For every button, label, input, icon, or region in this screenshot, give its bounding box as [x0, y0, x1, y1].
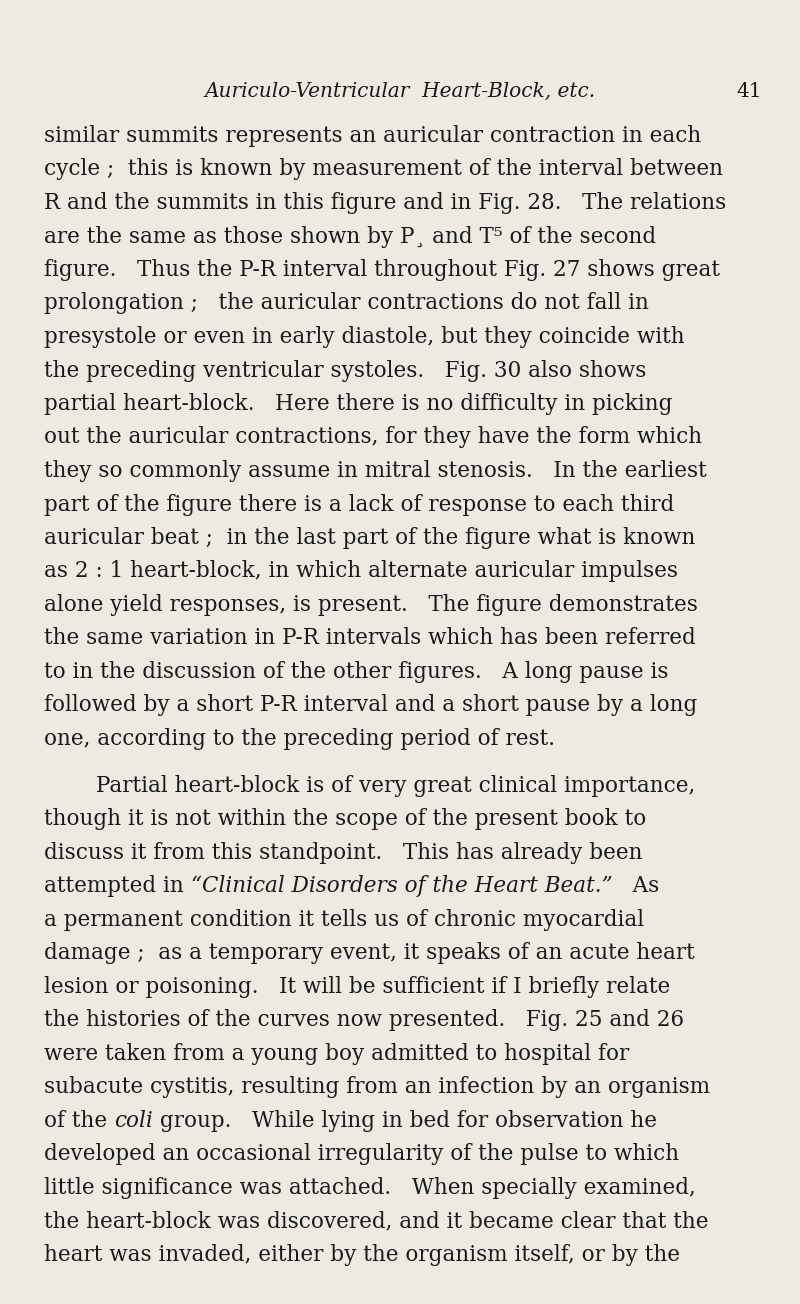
Text: heart was invaded, either by the organism itself, or by the: heart was invaded, either by the organis…: [44, 1244, 680, 1266]
Text: partial heart-block.   Here there is no difficulty in picking: partial heart-block. Here there is no di…: [44, 393, 673, 415]
Text: the heart-block was discovered, and it became clear that the: the heart-block was discovered, and it b…: [44, 1210, 709, 1232]
Text: similar summits represents an auricular contraction in each: similar summits represents an auricular …: [44, 125, 702, 147]
Text: are the same as those shown by P¸ and T⁵ of the second: are the same as those shown by P¸ and T⁵…: [44, 226, 656, 248]
Text: alone yield responses, is present.   The figure demonstrates: alone yield responses, is present. The f…: [44, 595, 698, 615]
Text: discuss it from this standpoint.   This has already been: discuss it from this standpoint. This ha…: [44, 842, 642, 863]
Text: presystole or even in early diastole, but they coincide with: presystole or even in early diastole, bu…: [44, 326, 685, 348]
Text: figure.   Thus the P-R interval throughout Fig. 27 shows great: figure. Thus the P-R interval throughout…: [44, 259, 720, 280]
Text: the histories of the curves now presented.   Fig. 25 and 26: the histories of the curves now presente…: [44, 1009, 684, 1031]
Text: cycle ;  this is known by measurement of the interval between: cycle ; this is known by measurement of …: [44, 159, 723, 180]
Text: a permanent condition it tells us of chronic myocardial: a permanent condition it tells us of chr…: [44, 909, 644, 931]
Text: the preceding ventricular systoles.   Fig. 30 also shows: the preceding ventricular systoles. Fig.…: [44, 360, 646, 382]
Text: Partial heart-block is of very great clinical importance,: Partial heart-block is of very great cli…: [96, 775, 695, 797]
Text: As: As: [612, 875, 659, 897]
Text: attempted in: attempted in: [44, 875, 190, 897]
Text: lesion or poisoning.   It will be sufficient if I briefly relate: lesion or poisoning. It will be sufficie…: [44, 975, 670, 998]
Text: “Clinical Disorders of the Heart Beat.”: “Clinical Disorders of the Heart Beat.”: [190, 875, 612, 897]
Text: developed an occasional irregularity of the pulse to which: developed an occasional irregularity of …: [44, 1144, 679, 1166]
Text: auricular beat ;  in the last part of the figure what is known: auricular beat ; in the last part of the…: [44, 527, 695, 549]
Text: the same variation in P-R intervals which has been referred: the same variation in P-R intervals whic…: [44, 627, 696, 649]
Text: little significance was attached.   When specially examined,: little significance was attached. When s…: [44, 1178, 696, 1198]
Text: damage ;  as a temporary event, it speaks of an acute heart: damage ; as a temporary event, it speaks…: [44, 943, 694, 965]
Text: as 2 : 1 heart-block, in which alternate auricular impulses: as 2 : 1 heart-block, in which alternate…: [44, 561, 678, 583]
Text: were taken from a young boy admitted to hospital for: were taken from a young boy admitted to …: [44, 1043, 630, 1065]
Text: R and the summits in this figure and in Fig. 28.   The relations: R and the summits in this figure and in …: [44, 192, 726, 214]
Text: coli: coli: [114, 1110, 153, 1132]
Text: prolongation ;   the auricular contractions do not fall in: prolongation ; the auricular contraction…: [44, 292, 649, 314]
Text: though it is not within the scope of the present book to: though it is not within the scope of the…: [44, 808, 646, 831]
Text: to in the discussion of the other figures.   A long pause is: to in the discussion of the other figure…: [44, 661, 669, 683]
Text: 41: 41: [736, 82, 762, 100]
Text: followed by a short P-R interval and a short pause by a long: followed by a short P-R interval and a s…: [44, 695, 698, 716]
Text: group.   While lying in bed for observation he: group. While lying in bed for observatio…: [153, 1110, 657, 1132]
Text: Auriculo-Ventricular  Heart-Block, etc.: Auriculo-Ventricular Heart-Block, etc.: [205, 82, 595, 100]
Text: out the auricular contractions, for they have the form which: out the auricular contractions, for they…: [44, 426, 702, 449]
Text: they so commonly assume in mitral stenosis.   In the earliest: they so commonly assume in mitral stenos…: [44, 460, 706, 482]
Text: of the: of the: [44, 1110, 114, 1132]
Text: part of the figure there is a lack of response to each third: part of the figure there is a lack of re…: [44, 493, 674, 515]
Text: subacute cystitis, resulting from an infection by an organism: subacute cystitis, resulting from an inf…: [44, 1076, 710, 1098]
Text: one, according to the preceding period of rest.: one, according to the preceding period o…: [44, 728, 555, 750]
